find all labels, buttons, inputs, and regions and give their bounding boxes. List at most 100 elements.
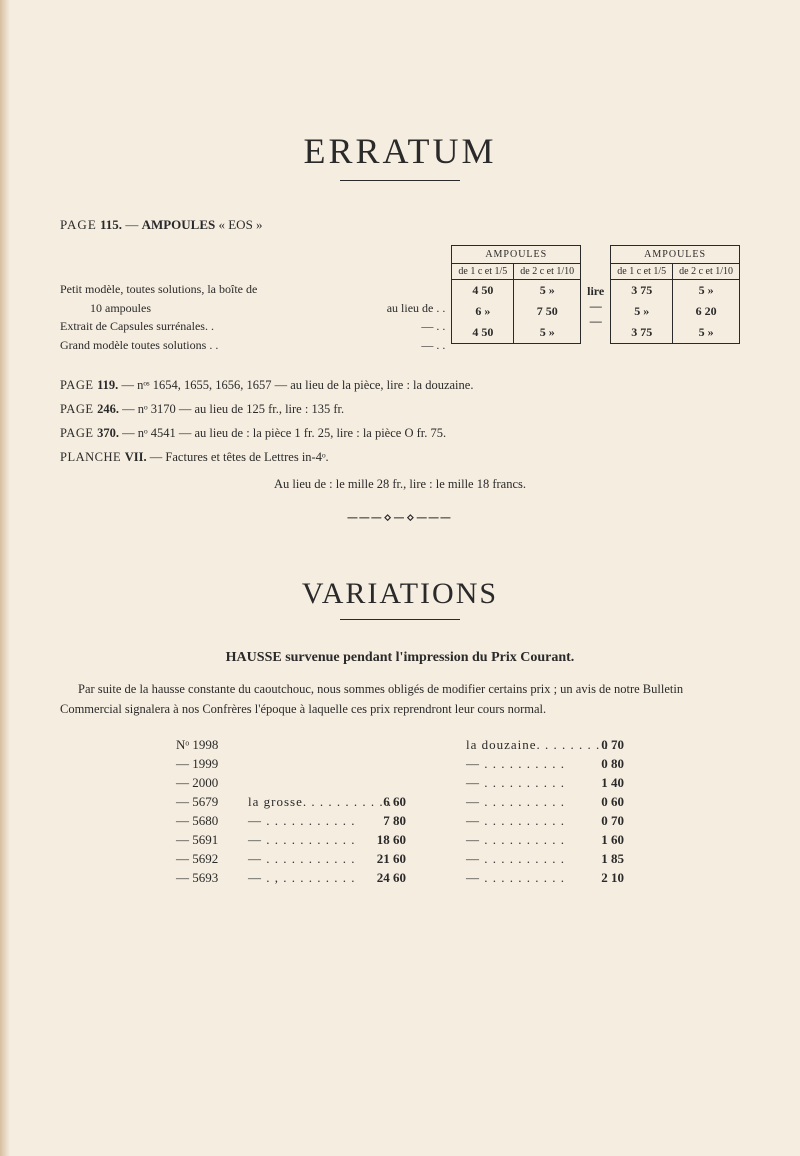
price-row: — 2000: [176, 775, 406, 791]
row-label-1: Extrait de Capsules surrénales. .: [60, 317, 421, 336]
cell-r2c2: 5 »: [514, 322, 580, 343]
price-col-left: Nᵒ 1998 — 1999 — 2000 — 5679la grosse. . . …: [176, 737, 406, 886]
page-115-header: PAGE 115. — AMPOULES « EOS »: [60, 217, 740, 233]
price-no: — 5679: [176, 794, 248, 810]
line-planche-lead: PLANCHE: [60, 450, 125, 464]
line-246-lead: PAGE: [60, 402, 97, 416]
price-label: — . . . . . . . . . .: [466, 794, 576, 810]
line-370: PAGE 370. — nᵒ 4541 — au lieu de : la pi…: [60, 422, 740, 446]
price-no: — 5693: [176, 870, 248, 886]
price-value: 7 80: [358, 813, 406, 829]
price-value: 18 60: [358, 832, 406, 848]
price-value: 1 85: [576, 851, 624, 867]
price-row: — 1999: [176, 756, 406, 772]
price-value: 21 60: [358, 851, 406, 867]
price-no: — 5680: [176, 813, 248, 829]
line-planche-text: — Factures et têtes de Lettres in-4ᵒ.: [147, 450, 329, 464]
cell-r0c1: 4 50: [452, 280, 513, 301]
cell-r0c4: 5 »: [673, 280, 739, 301]
cell-r0c3: 3 75: [611, 280, 672, 301]
price-row: — . . . . . . . . . .0 70: [466, 813, 624, 829]
price-label: — . . . . . . . . . .: [466, 775, 576, 791]
title-rule: [340, 180, 460, 181]
price-no: — 5692: [176, 851, 248, 867]
price-value: 1 40: [576, 775, 624, 791]
erratum-body-lines: PAGE 119. — nᵒˢ 1654, 1655, 1656, 1657 —…: [60, 374, 740, 469]
line-119-lead: PAGE: [60, 378, 97, 392]
price-row: — 5691— . . . . . . . . . . .18 60: [176, 832, 406, 848]
price-label: — . . . . . . . . . .: [466, 851, 576, 867]
price-label: — . . . . . . . . . .: [466, 832, 576, 848]
price-no: — 2000: [176, 775, 248, 791]
ampoules-table: AMPOULES AMPOULES de 1 c et 1/5 de 2 c e…: [451, 245, 740, 344]
price-mid: la grosse. . . . . . . . . . .: [248, 794, 358, 810]
price-value: 0 70: [576, 737, 624, 753]
price-row: — . . . . . . . . . .0 60: [466, 794, 624, 810]
price-row: — . . . . . . . . . .1 85: [466, 851, 624, 867]
price-label: la douzaine. . . . . . . . . .: [466, 737, 576, 753]
lire-label: lire: [587, 284, 604, 299]
cell-r2c1: 4 50: [452, 322, 513, 343]
price-value: 0 70: [576, 813, 624, 829]
price-value: 2 10: [576, 870, 624, 886]
line-119-num: 119.: [97, 378, 118, 392]
lire-dash-1: —: [587, 299, 604, 314]
price-value: 1 60: [576, 832, 624, 848]
price-value: 6 60: [358, 794, 406, 810]
price-row: — 5693— . , . . . . . . . . .24 60: [176, 870, 406, 886]
line-370-lead: PAGE: [60, 426, 97, 440]
price-row: — 5680— . . . . . . . . . . .7 80: [176, 813, 406, 829]
document-page: ERRATUM PAGE 115. — AMPOULES « EOS » Pet…: [60, 40, 740, 886]
price-row: Nᵒ 1998: [176, 737, 406, 753]
row-suffix-0: au lieu de . .: [387, 299, 452, 318]
page-num: 115.: [100, 217, 122, 232]
hausse-body: Par suite de la hausse constante du caou…: [60, 680, 740, 719]
line-370-text: — nᵒ 4541 — au lieu de : la pièce 1 fr. …: [119, 426, 446, 440]
sub-head-1: de 1 c et 1/5: [452, 264, 514, 280]
price-no: — 5691: [176, 832, 248, 848]
price-value: 24 60: [358, 870, 406, 886]
line-246-text: — nᵒ 3170 — au lieu de 125 fr., lire : 1…: [119, 402, 344, 416]
price-mid: — . . . . . . . . . . .: [248, 813, 358, 829]
row-label-0a: Petit modèle, toutes solutions, la boîte…: [60, 280, 451, 299]
erratum-title: ERRATUM: [60, 130, 740, 172]
price-label: — . . . . . . . . . .: [466, 756, 576, 772]
price-value: 0 80: [576, 756, 624, 772]
price-row: la douzaine. . . . . . . . . .0 70: [466, 737, 624, 753]
page-edge: [0, 0, 10, 1156]
cell-r2c3: 3 75: [611, 322, 672, 343]
page-lead: PAGE: [60, 217, 97, 232]
cell-r1c4: 6 20: [673, 301, 739, 322]
price-mid: — . . . . . . . . . . .: [248, 851, 358, 867]
variations-rule: [340, 619, 460, 620]
row-suffix-2: — . .: [421, 336, 451, 355]
line-246-num: 246.: [97, 402, 119, 416]
lire-spacer-top: [581, 246, 611, 280]
ornament-divider: ───⋄─⋄───: [60, 510, 740, 527]
group-head-1: AMPOULES: [452, 246, 581, 264]
price-col-right: la douzaine. . . . . . . . . .0 70— . . …: [466, 737, 624, 886]
price-label: — . . . . . . . . . .: [466, 870, 576, 886]
cell-r1c1: 6 »: [452, 301, 513, 322]
price-row: — . . . . . . . . . .1 40: [466, 775, 624, 791]
price-mid: — . , . . . . . . . . .: [248, 870, 358, 886]
cell-r0c2: 5 »: [514, 280, 580, 301]
line-119-text: — nᵒˢ 1654, 1655, 1656, 1657 — au lieu d…: [118, 378, 473, 392]
price-no: Nᵒ 1998: [176, 737, 248, 753]
price-mid: — . . . . . . . . . . .: [248, 832, 358, 848]
ampoules-table-wrap: Petit modèle, toutes solutions, la boîte…: [60, 245, 740, 354]
eos-tail: « EOS »: [218, 217, 262, 232]
center-line: Au lieu de : le mille 28 fr., lire : le …: [60, 477, 740, 492]
hausse-heading: HAUSSE survenue pendant l'impression du …: [60, 650, 740, 666]
cell-r1c3: 5 »: [611, 301, 672, 322]
price-row: — 5679la grosse. . . . . . . . . . .6 60: [176, 794, 406, 810]
price-table: Nᵒ 1998 — 1999 — 2000 — 5679la grosse. . . …: [60, 737, 740, 886]
row-label-2: Grand modèle toutes solutions . .: [60, 336, 421, 355]
price-row: — 5692— . . . . . . . . . . .21 60: [176, 851, 406, 867]
row-suffix-1: — . .: [421, 317, 451, 336]
price-label: — . . . . . . . . . .: [466, 813, 576, 829]
line-planche-num: VII.: [125, 450, 147, 464]
cell-r1c2: 7 50: [514, 301, 580, 322]
dash: —: [125, 217, 141, 232]
price-no: — 1999: [176, 756, 248, 772]
